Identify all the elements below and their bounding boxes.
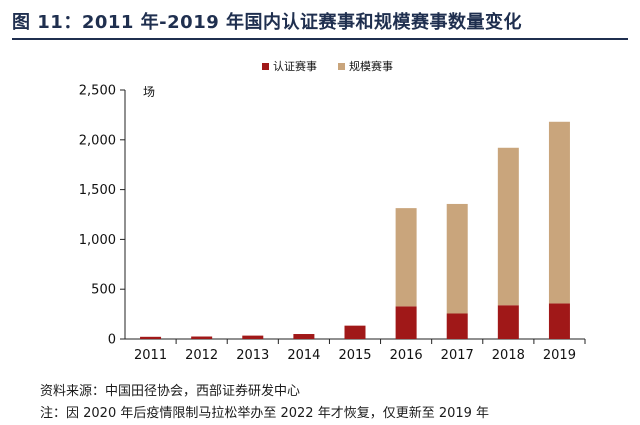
bar-scale-events: [548, 121, 570, 304]
x-tick-label: 2015: [338, 348, 371, 363]
legend-certified-swatch: [262, 63, 269, 70]
bar-scale-events: [395, 208, 417, 307]
y-tick-label: 0: [108, 333, 116, 348]
y-tick-label: 500: [91, 283, 116, 298]
x-tick-label: 2017: [441, 348, 474, 363]
x-tick-label: 2011: [134, 348, 167, 363]
y-tick-label: 1,500: [79, 183, 116, 198]
bar-scale-events: [497, 147, 519, 306]
bar-certified-events: [140, 336, 162, 339]
stacked-bar-chart: 0 500 1,000 1,500 2,000 2,500 场 2011 2012 2013 201…: [79, 59, 586, 363]
source-note: 资料来源：中国田径协会，西部证券研发中心: [40, 384, 301, 399]
legend-scale-swatch: [338, 63, 345, 70]
bar-certified-events: [395, 306, 417, 339]
y-tick-label: 2,500: [79, 84, 116, 99]
bar-scale-events: [446, 203, 468, 314]
bar-certified-events: [242, 335, 264, 339]
x-tick-label: 2012: [185, 348, 218, 363]
x-tick-label: 2013: [236, 348, 269, 363]
y-tick-label: 1,000: [79, 233, 116, 248]
y-tick-label: 2,000: [79, 133, 116, 148]
bar-certified-events: [446, 313, 468, 339]
title-divider: [12, 38, 628, 40]
x-tick-label: 2018: [492, 348, 525, 363]
legend-certified-label: 认证赛事: [273, 59, 317, 73]
bar-certified-events: [191, 336, 213, 339]
x-tick-label: 2014: [287, 348, 320, 363]
x-tick-label: 2019: [543, 348, 576, 363]
bar-certified-events: [497, 305, 519, 339]
footnote: 注：因 2020 年后疫情限制马拉松举办至 2022 年才恢复，仅更新至 201…: [40, 406, 490, 421]
x-tick-label: 2016: [390, 348, 423, 363]
bar-certified-events: [293, 334, 315, 339]
bar-certified-events: [344, 325, 366, 339]
bar-certified-events: [548, 303, 570, 339]
legend-scale-label: 规模赛事: [349, 59, 393, 73]
y-axis-unit-label: 场: [143, 85, 155, 99]
chart-title: 图 11：2011 年-2019 年国内认证赛事和规模赛事数量变化: [12, 12, 523, 33]
